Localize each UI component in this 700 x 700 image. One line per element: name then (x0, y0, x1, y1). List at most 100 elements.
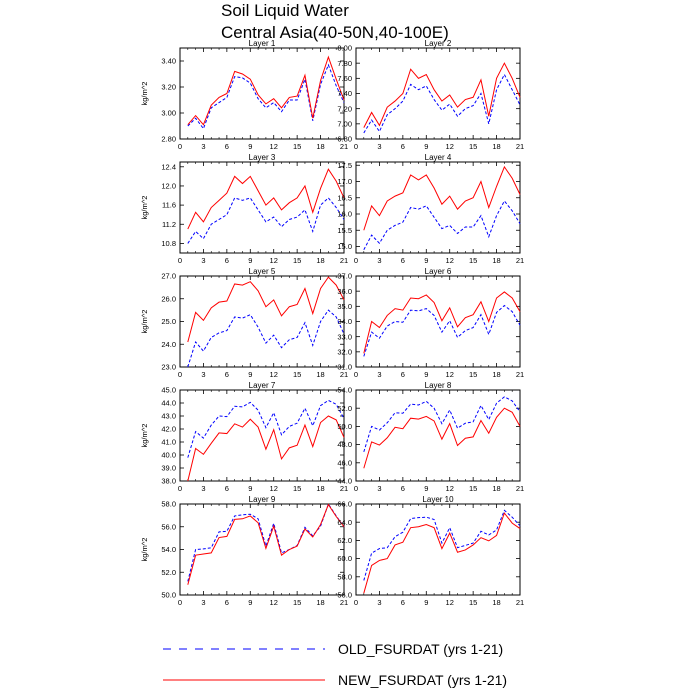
y-tick-label: 16.0 (337, 210, 352, 219)
x-tick-label: 12 (446, 484, 454, 493)
plot-frame (355, 275, 521, 368)
y-tick-label: 52.0 (161, 568, 176, 577)
plot-frame (179, 161, 345, 254)
x-tick-label: 6 (401, 598, 405, 607)
old-fsurdat-line (187, 63, 345, 130)
x-tick-label: 9 (424, 142, 428, 151)
x-tick-label: 18 (316, 598, 324, 607)
new-fsurdat-line (187, 276, 345, 343)
x-tick-label: 18 (492, 256, 500, 265)
y-axis-label: kg/m^2 (140, 538, 149, 562)
y-axis-label: kg/m^2 (140, 82, 149, 106)
y-tick-label: 54.0 (337, 386, 352, 395)
y-tick-label: 37.0 (337, 272, 352, 281)
x-tick-label: 21 (516, 256, 524, 265)
y-tick-label: 3.00 (161, 109, 176, 118)
x-tick-label: 9 (424, 256, 428, 265)
y-tick-label: 12.0 (161, 182, 176, 191)
plot-frame (355, 161, 521, 254)
x-tick-label: 3 (377, 370, 381, 379)
y-tick-label: 10.8 (161, 239, 176, 248)
plot-frame (179, 389, 345, 482)
x-tick-label: 9 (248, 484, 252, 493)
x-tick-label: 0 (354, 370, 358, 379)
x-tick-label: 18 (492, 484, 500, 493)
x-tick-label: 21 (516, 142, 524, 151)
y-tick-label: 44.0 (337, 477, 352, 486)
x-tick-label: 6 (401, 370, 405, 379)
plot-frame (355, 47, 521, 140)
y-tick-label: 50.0 (161, 591, 176, 600)
y-tick-label: 36.0 (337, 287, 352, 296)
x-tick-label: 6 (401, 256, 405, 265)
y-tick-label: 48.0 (337, 440, 352, 449)
x-tick-label: 12 (270, 256, 278, 265)
old-fsurdat-line (187, 502, 345, 582)
x-tick-label: 0 (178, 142, 182, 151)
x-tick-label: 3 (377, 598, 381, 607)
old-fsurdat-line (363, 509, 521, 581)
plot-frame (179, 47, 345, 140)
x-tick-label: 15 (469, 370, 477, 379)
y-axis-label: kg/m^2 (140, 196, 149, 220)
panel-title: Layer 6 (425, 267, 452, 276)
y-tick-label: 56.0 (161, 522, 176, 531)
y-tick-label: 58.0 (161, 500, 176, 509)
x-tick-label: 15 (469, 142, 477, 151)
panel-layer-4: Layer 4 0 3 6 9 12 15 18 21 15.0 15.5 16.0 16.5 17.0 1… (337, 153, 524, 265)
panel-layer-2: Layer 20 3 6 9 12 15 18 216.807.007.207.407.607… (337, 39, 524, 151)
x-tick-label: 18 (492, 370, 500, 379)
x-tick-label: 6 (225, 142, 229, 151)
y-tick-label: 62.0 (337, 536, 352, 545)
x-tick-label: 15 (469, 484, 477, 493)
x-tick-label: 6 (225, 598, 229, 607)
x-tick-label: 21 (340, 370, 348, 379)
x-tick-label: 0 (178, 256, 182, 265)
y-tick-label: 52.0 (337, 404, 352, 413)
x-tick-label: 15 (293, 598, 301, 607)
y-tick-label: 40.0 (161, 451, 176, 460)
x-tick-label: 3 (201, 142, 205, 151)
x-tick-label: 15 (293, 142, 301, 151)
x-tick-label: 21 (340, 256, 348, 265)
plot-frame (179, 275, 345, 368)
panel-title: Layer 8 (425, 381, 452, 390)
y-tick-label: 54.0 (161, 545, 176, 554)
y-tick-label: 3.40 (161, 57, 176, 66)
x-tick-label: 9 (248, 256, 252, 265)
x-tick-label: 12 (446, 142, 454, 151)
y-tick-label: 7.20 (337, 104, 352, 113)
x-tick-label: 0 (354, 598, 358, 607)
x-tick-label: 9 (424, 370, 428, 379)
old-fsurdat-line (187, 309, 345, 368)
new-fsurdat-line (363, 512, 521, 594)
y-tick-label: 7.80 (337, 59, 352, 68)
legend-new-label: NEW_FSURDAT (yrs 1-21) (338, 672, 507, 688)
y-tick-label: 50.0 (337, 422, 352, 431)
x-tick-label: 15 (469, 598, 477, 607)
y-tick-label: 42.0 (161, 425, 176, 434)
panel-layer-3: Layer 3 0 3 6 9 12 15 18 21 10.8 11.2 11.6 12.0 12.4 k… (140, 153, 348, 265)
x-tick-label: 18 (316, 256, 324, 265)
panel-title: Layer 9 (249, 495, 276, 504)
x-tick-label: 12 (446, 256, 454, 265)
plot-frame (355, 503, 521, 596)
new-fsurdat-line (187, 415, 345, 482)
y-tick-label: 43.0 (161, 412, 176, 421)
x-tick-label: 3 (201, 598, 205, 607)
new-fsurdat-line (363, 291, 521, 354)
x-tick-label: 15 (293, 370, 301, 379)
panel-layer-9: Layer 9 0 3 6 9 12 15 18 21 50.0 52.0 54.0 56.0 58.0 k… (140, 495, 348, 607)
new-fsurdat-line (363, 407, 521, 469)
panel-layer-7: Layer 7 0 3 6 9 12 15 18 21 38.0 39.0 40.0 41.0 42.0 4… (140, 381, 348, 493)
y-tick-label: 7.40 (337, 89, 352, 98)
legend: OLD_FSURDAT (yrs 1-21) NEW_FSURDAT (yrs … (163, 641, 507, 688)
old-fsurdat-line (363, 396, 521, 453)
y-tick-label: 17.5 (337, 161, 352, 170)
x-tick-label: 3 (201, 370, 205, 379)
y-tick-label: 34.0 (337, 317, 352, 326)
y-tick-label: 11.6 (162, 201, 176, 210)
y-axis-label: kg/m^2 (140, 310, 149, 334)
x-tick-label: 21 (516, 370, 524, 379)
x-tick-label: 6 (225, 370, 229, 379)
